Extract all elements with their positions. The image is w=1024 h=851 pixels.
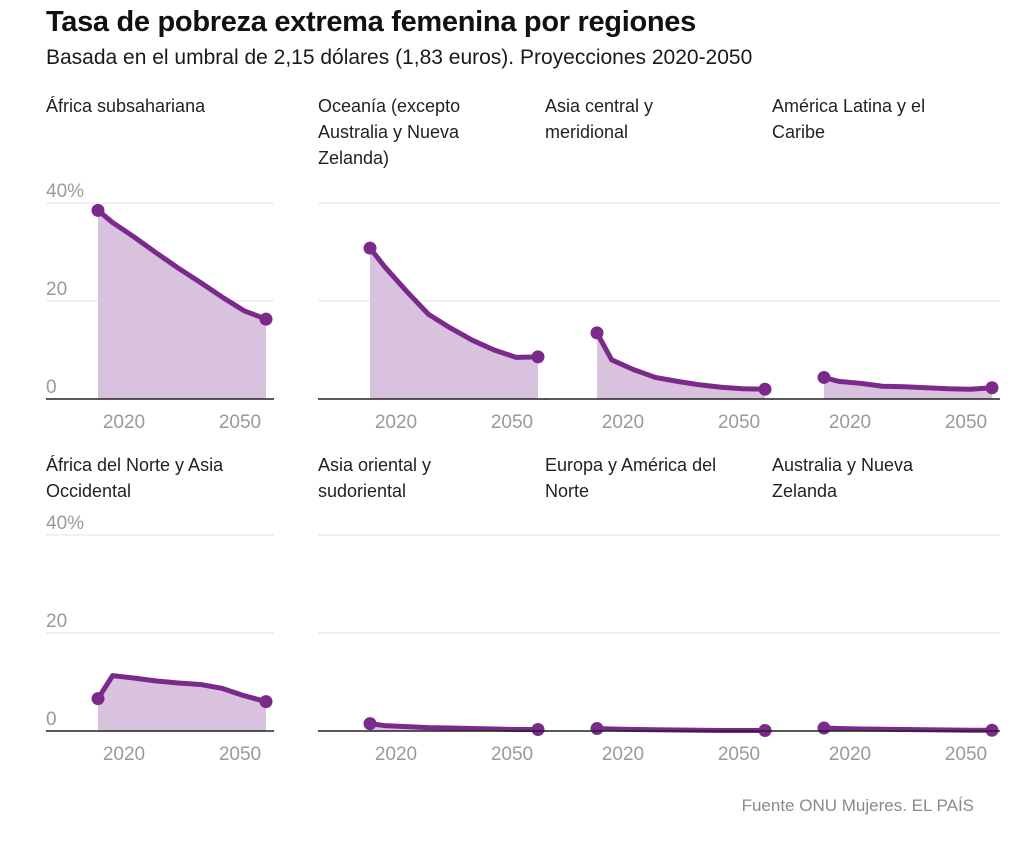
start-point (590, 722, 604, 736)
panel-label-line: Occidental (46, 481, 132, 501)
area-fill (370, 248, 538, 399)
x-tick-label: 2050 (718, 744, 760, 765)
x-tick-label: 2050 (491, 412, 533, 433)
panel-label-line: Asia central y (545, 96, 654, 116)
panel-label: Oceanía (excepto Australia y Nueva Zelanda… (318, 93, 533, 171)
end-point (259, 312, 273, 326)
panel-5: 2020 2050 (318, 534, 546, 765)
start-point (91, 692, 105, 706)
series-line (95, 207, 269, 322)
x-tick-label: 2050 (219, 412, 261, 433)
end-point (531, 723, 545, 737)
series-line (594, 330, 768, 392)
source-note: Fuente ONU Mujeres. EL PAÍS (741, 796, 974, 815)
panel-label: África del Norte y Asia Occidental (46, 452, 261, 504)
panel-1: 2020 2050 (318, 202, 546, 433)
panel-label: América Latina y el Caribe (772, 93, 987, 145)
panel-3: 2020 2050 (772, 202, 1000, 433)
start-point (91, 203, 105, 217)
panel-label: África subsahariana (46, 93, 261, 119)
panel-7: 2020 2050 (772, 534, 1000, 765)
start-point (363, 717, 377, 731)
panel-label-line: Australia y Nueva (772, 455, 914, 475)
series-line (821, 374, 995, 392)
series-line (821, 725, 995, 733)
panel-label-line: África del Norte y Asia (46, 455, 224, 475)
panel-label: Australia y Nueva Zelanda (772, 452, 987, 504)
x-tick-label: 2050 (219, 744, 261, 765)
panel-label-line: Zelanda) (318, 148, 390, 168)
x-tick-label: 2020 (602, 744, 644, 765)
y-tick-label: 20 (46, 611, 67, 632)
y-tick-label: 0 (46, 377, 57, 398)
x-tick-label: 2020 (829, 412, 871, 433)
panel-4: 40% 20 0 2020 2050 (46, 513, 274, 765)
panel-label-line: meridional (545, 122, 629, 142)
x-tick-label: 2020 (103, 412, 145, 433)
panel-label-line: Asia oriental y (318, 455, 432, 475)
y-tick-label: 40% (46, 181, 84, 202)
x-tick-label: 2020 (375, 412, 417, 433)
end-point (985, 381, 999, 395)
start-point (817, 370, 831, 384)
x-tick-label: 2020 (602, 412, 644, 433)
y-tick-label: 20 (46, 279, 67, 300)
panel-0: 40% 20 0 2020 2050 (46, 181, 274, 433)
series-line (95, 673, 269, 705)
series-line (367, 245, 541, 360)
x-tick-label: 2050 (945, 412, 987, 433)
start-point (590, 326, 604, 340)
panel-label-line: Oceanía (excepto (318, 96, 461, 116)
panel-label-line: África subsahariana (46, 96, 206, 116)
panel-label: Europa y América del Norte (545, 452, 760, 504)
panel-label-line: sudoriental (318, 481, 407, 501)
end-point (259, 695, 273, 709)
end-point (531, 350, 545, 364)
y-tick-label: 0 (46, 709, 57, 730)
x-tick-label: 2050 (491, 744, 533, 765)
series-line (594, 726, 768, 734)
area-fill (98, 210, 266, 399)
area-fill (597, 332, 765, 399)
series-line (367, 721, 541, 733)
y-tick-label: 40% (46, 513, 84, 534)
panel-2: 2020 2050 (545, 202, 773, 433)
x-tick-label: 2020 (103, 744, 145, 765)
start-point (363, 241, 377, 255)
panel-label-line: Australia y Nueva (318, 122, 460, 142)
panel-label-line: Norte (545, 481, 590, 501)
x-tick-label: 2050 (718, 412, 760, 433)
panel-label: Asia oriental y sudoriental (318, 452, 533, 504)
panel-label-line: Zelanda (772, 481, 838, 501)
panel-label: Asia central y meridional (545, 93, 760, 145)
start-point (817, 721, 831, 735)
panel-label-line: América Latina y el (772, 96, 926, 116)
x-tick-label: 2020 (375, 744, 417, 765)
x-tick-label: 2050 (945, 744, 987, 765)
x-tick-label: 2020 (829, 744, 871, 765)
chart-title: Tasa de pobreza extrema femenina por reg… (46, 6, 696, 38)
end-point (758, 382, 772, 396)
chart-subtitle: Basada en el umbral de 2,15 dólares (1,8… (46, 46, 753, 69)
panel-label-line: Europa y América del (545, 455, 717, 475)
panel-label-line: Caribe (772, 122, 826, 142)
panel-6: 2020 2050 (545, 534, 773, 765)
